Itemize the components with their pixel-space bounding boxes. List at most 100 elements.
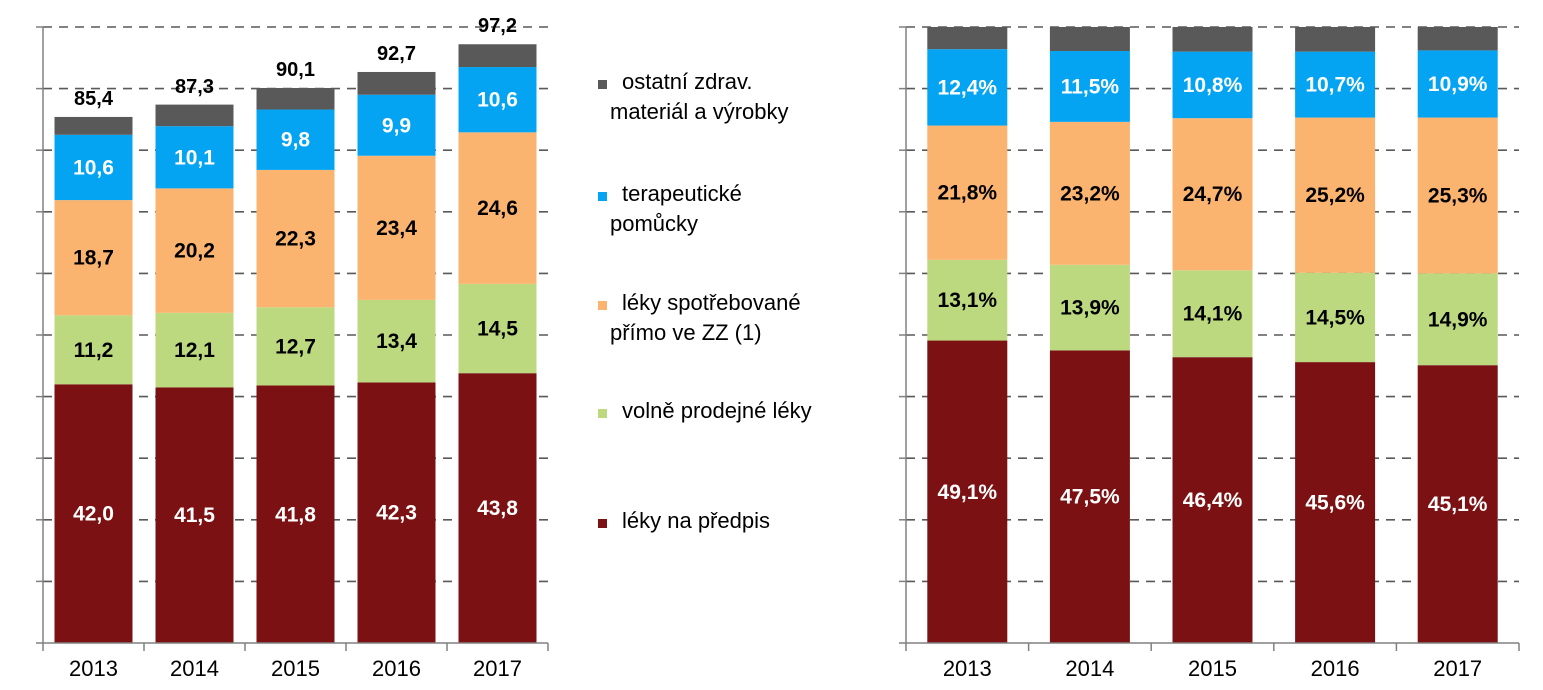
legend-label-therapeutic: terapeutické bbox=[622, 181, 742, 206]
bar-segment-hospital bbox=[1172, 118, 1253, 271]
data-label: 10,8% bbox=[1183, 74, 1243, 97]
data-label: 24,7% bbox=[1183, 183, 1243, 206]
bar-segment-other bbox=[1172, 27, 1253, 52]
legend-swatch-prescription bbox=[598, 519, 607, 528]
data-label: 20,2 bbox=[174, 240, 215, 263]
data-label: 23,2% bbox=[1060, 182, 1120, 205]
bar-segment-otc bbox=[256, 307, 335, 386]
bar-segment-therapeutic bbox=[54, 134, 133, 201]
total-label: 92,7 bbox=[377, 43, 416, 65]
data-label: 46,4% bbox=[1183, 489, 1243, 512]
data-label: 42,3 bbox=[376, 502, 417, 525]
bar-segment-other bbox=[256, 87, 335, 110]
bar-segment-otc bbox=[927, 259, 1008, 341]
bar-segment-prescription bbox=[1049, 350, 1130, 643]
bar-segment-prescription bbox=[1172, 357, 1253, 643]
data-label: 43,8 bbox=[477, 497, 518, 520]
left-chart-absolute: 42,0 11,2 18,7 10,6 85,4 2013 41,5 12,1 20,2 10,1… bbox=[36, 15, 549, 681]
bar-segment-other bbox=[927, 27, 1008, 50]
data-label: 10,6 bbox=[73, 156, 114, 179]
bar-segment-other bbox=[357, 71, 436, 95]
legend-label-hospital: léky spotřebované bbox=[622, 290, 801, 315]
data-label: 25,3% bbox=[1428, 184, 1488, 207]
bar-segment-prescription bbox=[1295, 362, 1376, 643]
data-label: 18,7 bbox=[73, 247, 114, 270]
total-label: 85,4 bbox=[74, 88, 114, 110]
x-tick-label: 2017 bbox=[1433, 656, 1482, 681]
data-label: 9,9 bbox=[382, 114, 411, 137]
bar-segment-other bbox=[54, 116, 133, 135]
data-label: 45,6% bbox=[1305, 492, 1365, 515]
bar-segment-otc bbox=[54, 315, 133, 385]
bar-segment-prescription bbox=[927, 340, 1008, 643]
legend-label-hospital: přímo ve ZZ (1) bbox=[610, 320, 762, 345]
data-label: 23,4 bbox=[376, 217, 417, 240]
data-label: 11,5% bbox=[1061, 75, 1120, 98]
x-tick-label: 2014 bbox=[170, 656, 219, 681]
bar-segment-therapeutic bbox=[1295, 51, 1376, 118]
bar-segment-otc bbox=[357, 299, 436, 383]
data-label: 10,7% bbox=[1305, 74, 1365, 97]
x-tick-label: 2015 bbox=[1188, 656, 1237, 681]
legend-label-other: materiál a výrobky bbox=[610, 99, 789, 124]
data-label: 14,5 bbox=[477, 318, 518, 341]
x-tick-label: 2014 bbox=[1065, 656, 1114, 681]
data-label: 12,4% bbox=[938, 76, 998, 99]
bar-segment-otc bbox=[1049, 264, 1130, 351]
data-label: 9,8 bbox=[281, 129, 311, 152]
data-label: 42,0 bbox=[73, 503, 114, 526]
data-label: 10,1 bbox=[174, 146, 215, 169]
data-label: 10,6 bbox=[477, 89, 518, 112]
right-chart-percent: 49,1% 13,1% 21,8% 12,4% 2013 47,5% 13,9% 23,2% 1… bbox=[899, 26, 1520, 681]
total-label: 97,2 bbox=[478, 15, 517, 37]
bar-segment-otc bbox=[1417, 273, 1498, 366]
bar-segment-therapeutic bbox=[256, 109, 335, 170]
data-label: 14,1% bbox=[1183, 303, 1243, 326]
data-label: 12,7 bbox=[275, 335, 316, 358]
bar-segment-hospital bbox=[1417, 117, 1498, 274]
bar-segment-prescription bbox=[1417, 365, 1498, 643]
data-label: 13,1% bbox=[938, 289, 998, 312]
data-label: 21,8% bbox=[938, 182, 998, 205]
data-label: 47,5% bbox=[1060, 486, 1120, 509]
bar-segment-hospital bbox=[256, 169, 335, 308]
legend-label-other: ostatní zdrav. bbox=[622, 69, 752, 94]
bar-segment-hospital bbox=[357, 155, 436, 300]
bar-segment-hospital bbox=[54, 200, 133, 316]
bar-segment-prescription bbox=[155, 387, 234, 643]
bar-segment-hospital bbox=[1049, 121, 1130, 265]
data-label: 22,3 bbox=[275, 228, 316, 251]
legend-swatch-therapeutic bbox=[598, 192, 607, 201]
legend-swatch-other bbox=[598, 80, 607, 89]
data-label: 12,1 bbox=[174, 339, 215, 362]
legend-swatch-hospital bbox=[598, 301, 607, 310]
bar-segment-hospital bbox=[927, 125, 1008, 260]
bar-segment-therapeutic bbox=[1417, 50, 1498, 118]
x-tick-label: 2016 bbox=[372, 656, 421, 681]
legend-label-therapeutic: pomůcky bbox=[610, 211, 698, 236]
bar-segment-prescription bbox=[357, 382, 436, 643]
bar-segment-therapeutic bbox=[357, 94, 436, 156]
x-tick-label: 2015 bbox=[271, 656, 320, 681]
data-label: 14,5% bbox=[1305, 306, 1365, 329]
bar-segment-prescription bbox=[458, 373, 537, 643]
bar-segment-other bbox=[1049, 27, 1130, 52]
bar-segment-therapeutic bbox=[458, 67, 537, 133]
data-label: 25,2% bbox=[1305, 184, 1365, 207]
bar-segment-therapeutic bbox=[1172, 51, 1253, 119]
data-label: 11,2 bbox=[74, 339, 114, 362]
total-label: 87,3 bbox=[175, 76, 214, 98]
bar-segment-prescription bbox=[256, 385, 335, 643]
data-label: 14,9% bbox=[1428, 308, 1488, 331]
bar-segment-otc bbox=[1172, 270, 1253, 358]
data-label: 13,9% bbox=[1060, 297, 1120, 320]
legend-label-prescription: léky na předpis bbox=[622, 508, 770, 533]
bar-segment-otc bbox=[458, 283, 537, 374]
x-tick-label: 2016 bbox=[1311, 656, 1360, 681]
data-label: 13,4 bbox=[376, 330, 417, 353]
bar-segment-otc bbox=[1295, 272, 1376, 363]
legend-label-otc: volně prodejné léky bbox=[622, 398, 812, 423]
data-label: 41,8 bbox=[275, 503, 316, 526]
legend: ostatní zdrav. materiál a výrobky terapeut… bbox=[598, 69, 812, 533]
